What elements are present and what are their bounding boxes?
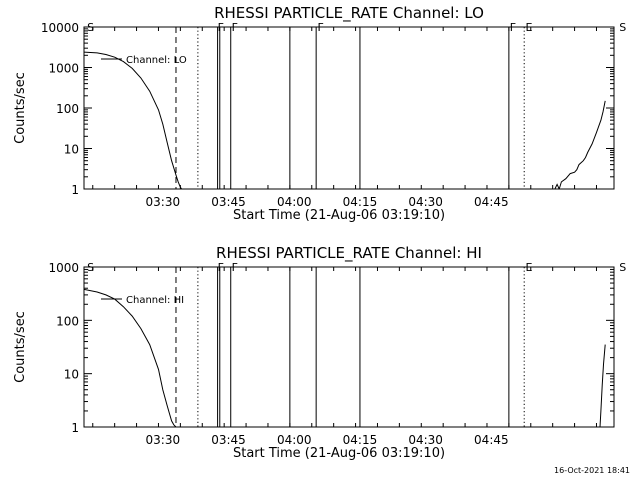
x-axis-label: Start Time (21-Aug-06 03:19:10) xyxy=(233,208,445,223)
x-tick-label: 04:30 xyxy=(408,433,443,447)
y-tick-label: 10 xyxy=(64,143,79,157)
x-tick-label: 04:15 xyxy=(343,195,378,209)
event-marker-s: S xyxy=(87,261,94,274)
legend-label: Channel: HI xyxy=(126,295,184,306)
plot-frame xyxy=(83,266,615,428)
event-marker-s: S xyxy=(619,261,626,274)
y-tick-label: 1 xyxy=(71,183,79,197)
legend-label: Channel: LO xyxy=(126,55,187,66)
y-tick-label: 10000 xyxy=(41,21,79,35)
x-tick-label: 04:00 xyxy=(277,433,312,447)
x-tick-label: 03:45 xyxy=(211,195,246,209)
y-tick-label: 100 xyxy=(56,102,79,116)
event-marker-s: S xyxy=(619,21,626,34)
y-tick-label: 10 xyxy=(64,368,79,382)
x-axis-label: Start Time (21-Aug-06 03:19:10) xyxy=(233,446,445,461)
y-axis-label: Counts/sec xyxy=(13,311,28,383)
event-marker-f: F xyxy=(232,21,238,34)
event-marker-s: S xyxy=(87,21,94,34)
x-tick-label: 03:30 xyxy=(146,195,181,209)
event-marker-e: E xyxy=(526,261,533,274)
y-axis-label: Counts/sec xyxy=(13,72,28,144)
event-marker-f: F xyxy=(232,261,238,274)
x-tick-label: 03:30 xyxy=(146,433,181,447)
y-tick-label: 1000 xyxy=(48,261,79,275)
y-tick-label: 1000 xyxy=(48,62,79,76)
x-tick-label: 04:00 xyxy=(277,195,312,209)
event-marker-f: F xyxy=(218,261,224,274)
plot-area xyxy=(84,267,606,427)
event-marker-f: F xyxy=(510,21,516,34)
timestamp: 16-Oct-2021 18:41 xyxy=(554,466,630,475)
x-tick-label: 04:30 xyxy=(408,195,443,209)
event-marker-f: F xyxy=(218,21,224,34)
plot-frame xyxy=(83,26,615,190)
chart-title: RHESSI PARTICLE_RATE Channel: LO xyxy=(214,4,484,23)
data-series xyxy=(599,344,606,427)
y-tick-label: 100 xyxy=(56,314,79,328)
chart-title: RHESSI PARTICLE_RATE Channel: HI xyxy=(216,244,482,263)
chart-panel-2: RHESSI PARTICLE_RATE Channel: HI 03:30 03:… xyxy=(13,244,626,461)
x-tick-label: 04:45 xyxy=(474,433,509,447)
chart-panel-1: RHESSI PARTICLE_RATE Channel: LO 03:30 03:… xyxy=(13,4,626,223)
event-marker-e: E xyxy=(526,21,533,34)
x-tick-label: 04:45 xyxy=(474,195,509,209)
x-tick-label: 03:45 xyxy=(211,433,246,447)
data-series xyxy=(84,288,177,427)
y-tick-label: 1 xyxy=(71,421,79,435)
x-tick-label: 04:15 xyxy=(343,433,378,447)
data-series xyxy=(84,51,183,189)
plot-area xyxy=(84,27,606,189)
data-series xyxy=(554,100,606,189)
event-marker-f: F xyxy=(317,21,323,34)
